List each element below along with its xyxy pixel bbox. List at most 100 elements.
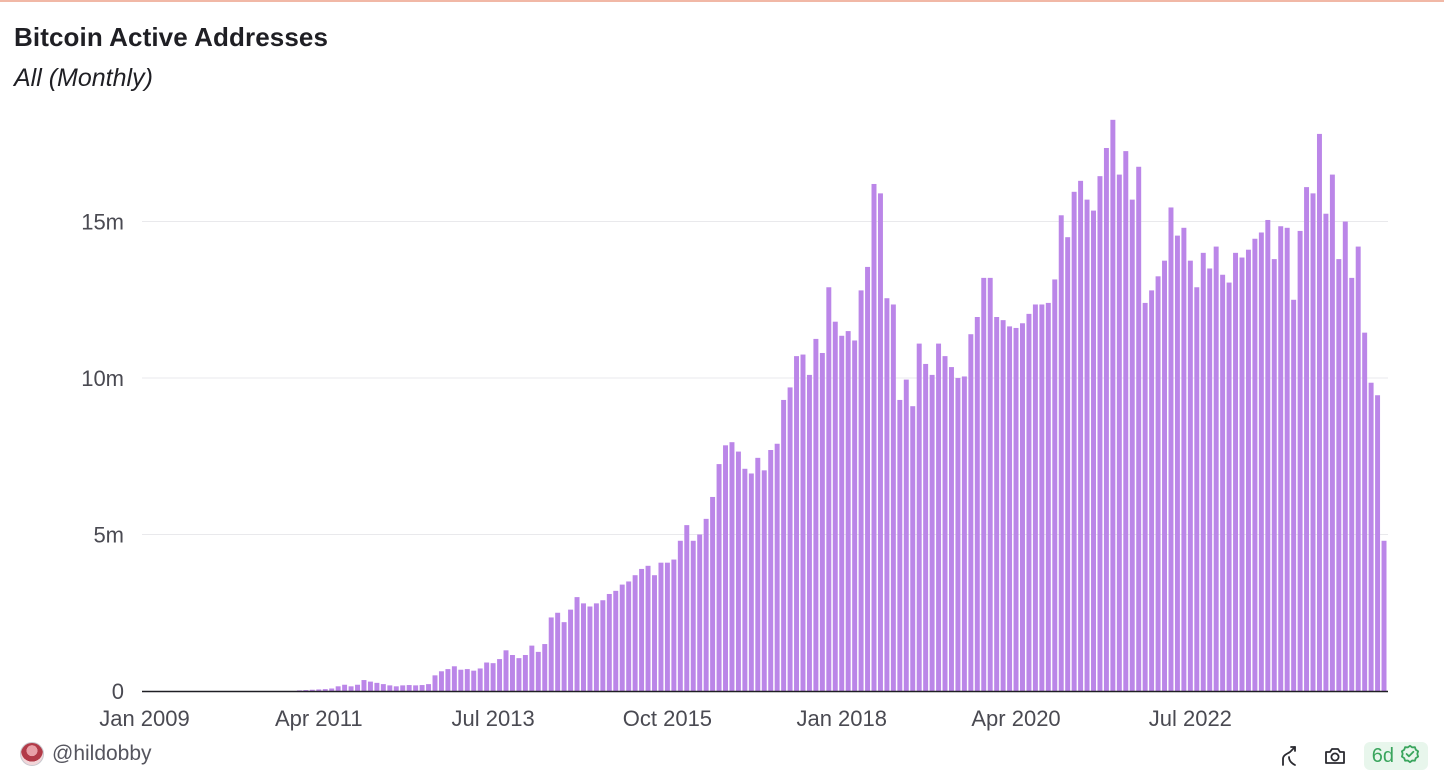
bar[interactable] [1316, 133, 1322, 691]
bar[interactable] [865, 266, 871, 691]
bar[interactable] [303, 690, 309, 691]
bar[interactable] [690, 540, 696, 691]
bar[interactable] [555, 612, 561, 691]
bar[interactable] [445, 669, 451, 691]
author-handle[interactable]: @hildobby [52, 742, 152, 765]
bar[interactable] [652, 575, 657, 691]
bar[interactable] [832, 321, 838, 691]
bar[interactable] [1297, 230, 1303, 691]
bar[interactable] [697, 534, 703, 691]
bar[interactable] [484, 662, 490, 691]
avatar[interactable] [20, 742, 44, 766]
bar[interactable] [419, 685, 425, 691]
bar[interactable] [342, 684, 348, 691]
bar[interactable] [1187, 260, 1193, 691]
bar[interactable] [955, 378, 961, 691]
bar[interactable] [1071, 191, 1077, 691]
bar[interactable] [458, 669, 464, 691]
bar[interactable] [761, 470, 767, 691]
bar[interactable] [1226, 282, 1232, 691]
bar[interactable] [1200, 252, 1206, 691]
bar[interactable] [1155, 276, 1161, 691]
bar[interactable] [639, 568, 645, 691]
bar[interactable] [961, 376, 967, 691]
bar[interactable] [723, 445, 728, 691]
bar[interactable] [910, 406, 916, 691]
bar[interactable] [1265, 219, 1271, 692]
bar[interactable] [1110, 119, 1116, 691]
bar[interactable] [1336, 259, 1342, 691]
bar[interactable] [1052, 279, 1058, 691]
bar[interactable] [1355, 246, 1361, 691]
freshness-badge[interactable]: 6d [1363, 742, 1428, 770]
bar[interactable] [1103, 147, 1109, 692]
bar[interactable] [1032, 304, 1038, 691]
bar[interactable] [768, 450, 774, 691]
bar[interactable] [884, 298, 890, 691]
bar[interactable] [1097, 176, 1103, 691]
bar[interactable] [574, 597, 580, 691]
bar[interactable] [800, 354, 806, 691]
bar[interactable] [606, 593, 612, 691]
bar[interactable] [1258, 232, 1264, 692]
bar[interactable] [1381, 540, 1387, 691]
bar[interactable] [716, 464, 722, 691]
bar[interactable] [568, 609, 574, 691]
fork-icon[interactable] [1272, 739, 1306, 773]
bar[interactable] [529, 645, 535, 691]
bar[interactable] [936, 343, 942, 691]
bar[interactable] [1349, 277, 1355, 691]
bar[interactable] [755, 457, 761, 691]
bar[interactable] [335, 686, 341, 691]
bar[interactable] [1213, 246, 1219, 691]
bar[interactable] [794, 356, 800, 691]
bar[interactable] [1020, 323, 1025, 691]
bar[interactable] [664, 562, 670, 691]
bar[interactable] [826, 287, 832, 691]
bar[interactable] [522, 655, 528, 691]
bar[interactable] [677, 540, 683, 691]
bar[interactable] [1207, 268, 1213, 691]
bar[interactable] [968, 334, 974, 691]
bar[interactable] [438, 671, 444, 691]
bar[interactable] [1116, 174, 1122, 692]
bars[interactable] [296, 119, 1387, 692]
bar[interactable] [380, 684, 386, 691]
bar[interactable] [296, 690, 302, 691]
bar[interactable] [1007, 326, 1013, 691]
bar[interactable] [355, 684, 361, 691]
bar[interactable] [619, 584, 625, 691]
bar[interactable] [309, 689, 315, 691]
bar[interactable] [1284, 227, 1290, 692]
bar[interactable] [1162, 260, 1167, 691]
bar[interactable] [1291, 299, 1297, 691]
bar[interactable] [845, 331, 851, 691]
bar[interactable] [1174, 235, 1180, 691]
bar[interactable] [1123, 151, 1129, 691]
bar[interactable] [671, 559, 677, 691]
bar[interactable] [451, 666, 457, 691]
bar[interactable] [1039, 304, 1045, 691]
bar[interactable] [942, 356, 948, 691]
bar[interactable] [1000, 320, 1006, 691]
bar[interactable] [426, 684, 432, 691]
bar[interactable] [1026, 313, 1032, 691]
bar[interactable] [581, 603, 586, 691]
bar[interactable] [897, 399, 903, 691]
bar[interactable] [1329, 174, 1335, 692]
bar[interactable] [1194, 287, 1200, 691]
bar[interactable] [923, 363, 929, 691]
bar[interactable] [626, 581, 632, 691]
bar[interactable] [1084, 199, 1090, 691]
bar[interactable] [322, 689, 328, 691]
bar[interactable] [1078, 180, 1084, 691]
bar[interactable] [1304, 187, 1310, 692]
bar[interactable] [1342, 221, 1348, 692]
bar[interactable] [703, 518, 709, 691]
bar[interactable] [587, 606, 593, 692]
bar[interactable] [858, 290, 864, 691]
bar[interactable] [1271, 259, 1277, 691]
bar[interactable] [684, 525, 690, 691]
bar[interactable] [819, 352, 825, 691]
bar[interactable] [974, 317, 980, 691]
